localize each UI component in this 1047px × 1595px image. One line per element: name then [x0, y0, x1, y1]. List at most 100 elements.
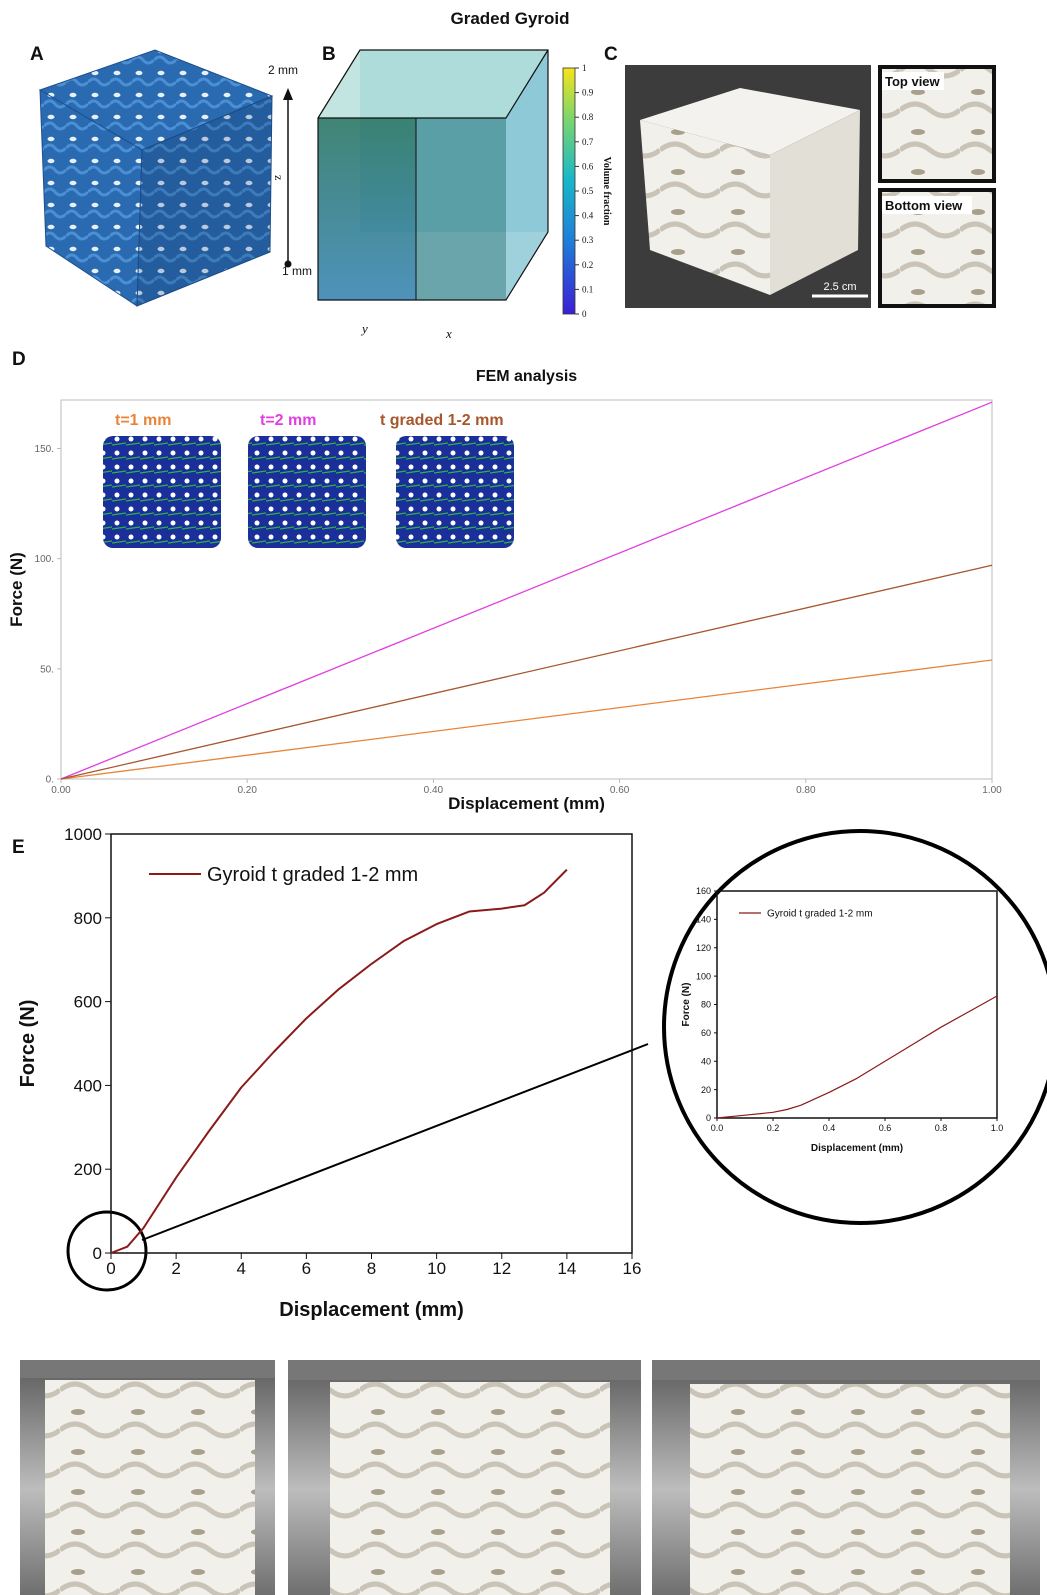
x-tick-label: 16: [623, 1259, 642, 1278]
chart-title: FEM analysis: [476, 368, 577, 385]
x-tick-label: 0.20: [237, 785, 257, 796]
series-label: t graded 1-2 mm: [380, 412, 504, 429]
colorbar: [562, 67, 576, 315]
y-tick-label: 800: [74, 909, 102, 928]
panel-label: A: [30, 44, 44, 65]
x-tick-label: 2: [171, 1259, 180, 1278]
colorbar-tick-label: 0.7: [582, 137, 594, 147]
colorbar-tick-label: 0: [582, 309, 587, 319]
y-tick-label: 80: [701, 1000, 711, 1010]
photo-label: Bottom view: [885, 198, 963, 213]
x-tick-label: 14: [557, 1259, 576, 1278]
x-tick-label: 0.60: [610, 785, 630, 796]
photo-top-view: [878, 65, 996, 183]
volume-cube: [317, 49, 549, 301]
x-tick-label: 0.6: [879, 1123, 892, 1133]
x-tick-label: 0.4: [823, 1123, 836, 1133]
plot-frame: [110, 833, 633, 1254]
y-axis-title: Force (N): [7, 552, 26, 627]
colorbar-tick-label: 0.5: [582, 186, 594, 196]
y-tick-label: 100.: [35, 554, 54, 565]
y-tick-label: 200: [74, 1160, 102, 1179]
zoom-callout: [66, 829, 1047, 1292]
scale-label: 1 mm: [282, 264, 312, 278]
series-label: t=1 mm: [115, 412, 171, 429]
scale-bar-label: 2.5 cm: [823, 281, 856, 293]
plot-frame: [60, 399, 993, 780]
gyroid-cube: [38, 49, 274, 307]
x-tick-label: 4: [237, 1259, 246, 1278]
figure-title: Graded Gyroid: [450, 9, 569, 28]
panel-label: E: [12, 837, 25, 858]
colorbar-tick-label: 0.2: [582, 260, 593, 270]
y-tick-label: 400: [74, 1076, 102, 1095]
series-line: [60, 564, 993, 780]
x-axis-title: Displacement (mm): [448, 794, 605, 813]
colorbar-tick-label: 0.9: [582, 88, 594, 98]
axis-label: z: [272, 175, 286, 180]
x-tick-label: 0.40: [424, 785, 444, 796]
y-axis-title: Force (N): [681, 983, 692, 1027]
x-tick-label: 6: [302, 1259, 311, 1278]
photo-bottom-view: [878, 188, 996, 308]
x-tick-label: 0.80: [796, 785, 816, 796]
y-tick-label: 60: [701, 1028, 711, 1038]
scale-label: 2 mm: [268, 63, 298, 77]
y-tick-label: 1000: [64, 825, 102, 844]
axis-label: x: [445, 326, 452, 341]
y-axis-title: Force (N): [17, 1000, 39, 1088]
y-tick-label: 40: [701, 1056, 711, 1066]
series-line: [110, 868, 568, 1254]
legend-label: Gyroid t graded 1-2 mm: [207, 864, 418, 886]
x-tick-label: 0.0: [711, 1123, 724, 1133]
series-line: [716, 995, 998, 1119]
y-tick-label: 0: [93, 1244, 102, 1263]
y-tick-label: 600: [74, 993, 102, 1012]
chart: 0.00 0.20 0.40 0.60 0.80 1.00 0. 50. 100. 150. FEM…: [7, 368, 1002, 813]
colorbar-ticks: 0 0.1 0.2 0.3 0.4 0.5 0.6 0.7 0.8 0.9 1: [575, 63, 594, 319]
y-tick-label: 0: [706, 1113, 711, 1123]
y-tick-label: 150.: [35, 444, 54, 455]
colorbar-tick-label: 1: [582, 63, 587, 73]
colorbar-tick-label: 0.6: [582, 161, 594, 171]
axis-label: y: [360, 321, 368, 336]
y-tick-label: 160: [696, 886, 711, 896]
colorbar-tick-label: 0.4: [582, 211, 594, 221]
photo-label: Top view: [885, 74, 941, 89]
x-tick-label: 0.8: [935, 1123, 948, 1133]
x-tick-label: 1.00: [982, 785, 1002, 796]
x-tick-label: 0: [106, 1259, 115, 1278]
series-line: [60, 659, 993, 780]
panel-label: B: [322, 44, 336, 65]
compression-photos: [20, 1360, 1040, 1595]
x-tick-label: 12: [492, 1259, 511, 1278]
chart: 0.0 0.2 0.4 0.6 0.8 1.0 0 20 40 60 80 100 120 140 160 D…: [681, 886, 1003, 1154]
colorbar-label: Volume fraction: [601, 157, 612, 226]
series-label: t=2 mm: [260, 412, 316, 429]
panel-label: C: [604, 44, 618, 65]
fem-thumbnails: [103, 436, 514, 548]
photo-printed-cube: [625, 65, 871, 308]
colorbar-tick-label: 0.8: [582, 112, 594, 122]
x-tick-label: 1.0: [991, 1123, 1004, 1133]
scale-indicator: [283, 88, 293, 268]
y-tick-label: 120: [696, 943, 711, 953]
y-tick-label: 50.: [40, 664, 54, 675]
y-tick-label: 100: [696, 971, 711, 981]
series-line: [60, 401, 993, 780]
x-tick-label: 10: [427, 1259, 446, 1278]
x-tick-label: 0.00: [51, 785, 71, 796]
colorbar-tick-label: 0.3: [582, 235, 594, 245]
y-tick-label: 140: [696, 915, 711, 925]
chart: 0 2 4 6 8 10 12 14 16 0 200 400 600 800 1000 Displaceme…: [17, 825, 641, 1321]
y-tick-label: 20: [701, 1085, 711, 1095]
x-axis-title: Displacement (mm): [279, 1299, 464, 1321]
colorbar-tick-label: 0.1: [582, 284, 593, 294]
legend-label: Gyroid t graded 1-2 mm: [767, 909, 873, 920]
x-axis-title: Displacement (mm): [811, 1143, 903, 1154]
x-tick-label: 8: [367, 1259, 376, 1278]
panel-label: D: [12, 349, 26, 370]
x-tick-label: 0.2: [767, 1123, 780, 1133]
